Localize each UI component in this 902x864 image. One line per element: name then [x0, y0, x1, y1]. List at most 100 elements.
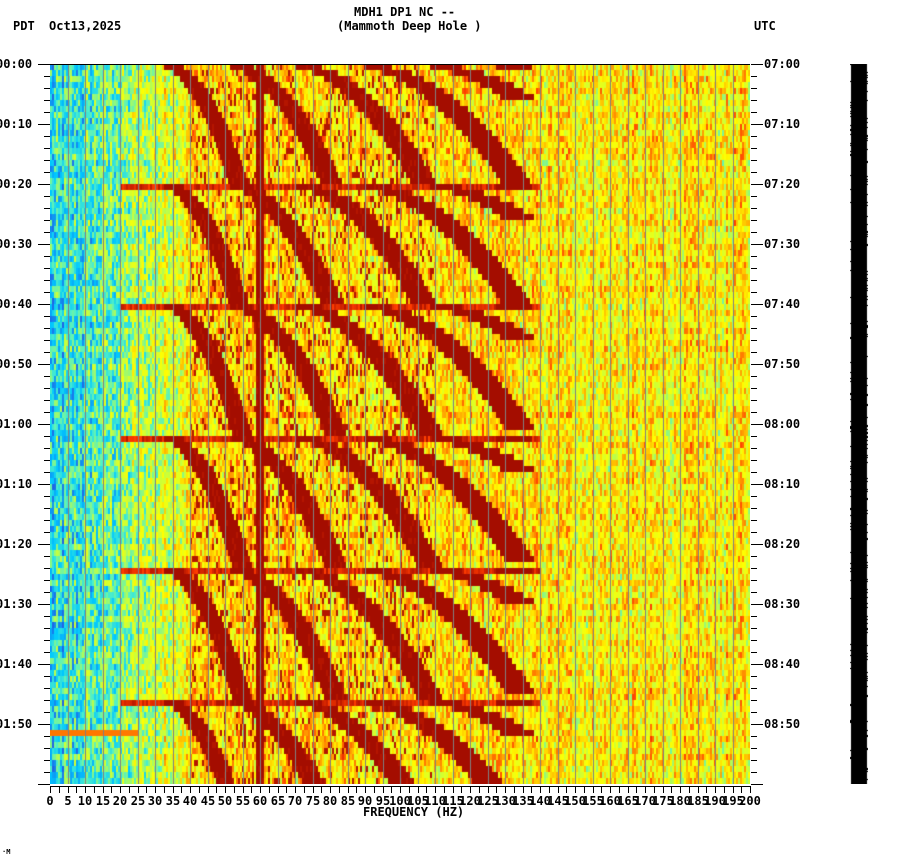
x-tick-label: 115 — [442, 794, 464, 808]
y-tick-left — [38, 424, 50, 425]
y-tick-right — [751, 508, 757, 509]
x-tick — [190, 786, 191, 793]
x-tick-label: 140 — [529, 794, 551, 808]
x-tick — [409, 786, 410, 793]
x-tick — [540, 786, 541, 793]
y-tick-right — [751, 616, 757, 617]
x-tick — [733, 786, 734, 793]
y-tick-right — [751, 112, 757, 113]
y-tick-right — [751, 484, 763, 485]
x-tick-label: 185 — [687, 794, 709, 808]
y-tick-right — [751, 292, 757, 293]
x-tick-label: 80 — [322, 794, 338, 808]
y-tick-right — [751, 244, 763, 245]
y-tick-left — [44, 148, 50, 149]
y-tick-left — [44, 328, 50, 329]
y-tick-right — [751, 424, 763, 425]
y-tick-label-right: 08:10 — [764, 477, 801, 491]
y-tick-left — [38, 364, 50, 365]
y-tick-left — [44, 352, 50, 353]
x-tick — [663, 786, 664, 793]
y-tick-right — [751, 160, 757, 161]
x-tick — [181, 786, 182, 793]
y-tick-right — [751, 712, 757, 713]
y-tick-left — [44, 316, 50, 317]
y-tick-left — [44, 112, 50, 113]
y-tick-right — [751, 760, 757, 761]
x-tick — [741, 786, 742, 793]
y-tick-left — [44, 748, 50, 749]
y-tick-right — [751, 340, 757, 341]
x-tick — [575, 786, 576, 793]
x-tick-label: 150 — [564, 794, 586, 808]
x-tick-label: 65 — [270, 794, 286, 808]
y-tick-right — [751, 688, 757, 689]
y-tick-right — [751, 652, 757, 653]
y-tick-right — [751, 664, 763, 665]
y-tick-left — [44, 556, 50, 557]
y-tick-right — [751, 700, 757, 701]
spectrogram-plot — [50, 64, 750, 784]
x-tick — [689, 786, 690, 793]
y-tick-label-right: 08:00 — [764, 417, 801, 431]
y-tick-label-left: 01:00 — [0, 417, 33, 431]
x-tick — [146, 786, 147, 793]
x-tick — [628, 786, 629, 793]
y-tick-right — [751, 172, 757, 173]
x-tick — [50, 786, 51, 793]
y-tick-left — [44, 652, 50, 653]
x-tick — [68, 786, 69, 793]
x-tick — [496, 786, 497, 793]
y-tick-left — [38, 664, 50, 665]
x-tick-label: 135 — [512, 794, 534, 808]
x-tick — [330, 786, 331, 793]
y-tick-right — [751, 376, 757, 377]
y-tick-left — [44, 388, 50, 389]
x-tick — [619, 786, 620, 793]
y-tick-right — [751, 184, 763, 185]
x-tick-label: 130 — [494, 794, 516, 808]
y-tick-right — [751, 64, 763, 65]
y-tick-label-left: 00:10 — [0, 117, 33, 131]
y-tick-label-left: 01:30 — [0, 597, 33, 611]
x-tick — [260, 786, 261, 793]
y-tick-left — [44, 400, 50, 401]
x-tick — [400, 786, 401, 793]
y-tick-right — [751, 208, 757, 209]
x-tick-label: 105 — [407, 794, 429, 808]
x-tick — [251, 786, 252, 793]
x-tick — [269, 786, 270, 793]
y-tick-left — [44, 136, 50, 137]
x-tick-label: 70 — [287, 794, 303, 808]
y-tick-left — [44, 340, 50, 341]
y-tick-right — [751, 784, 763, 785]
y-tick-left — [44, 292, 50, 293]
x-tick-label: 35 — [165, 794, 181, 808]
y-tick-right — [751, 280, 757, 281]
y-tick-label-right: 08:50 — [764, 717, 801, 731]
y-tick-right — [751, 196, 757, 197]
y-tick-right — [751, 316, 757, 317]
y-tick-label-left: 00:20 — [0, 177, 33, 191]
x-tick-label: 155 — [582, 794, 604, 808]
x-tick-label: 45 — [200, 794, 216, 808]
y-tick-left — [44, 280, 50, 281]
y-tick-left — [44, 568, 50, 569]
y-tick-left — [44, 256, 50, 257]
y-tick-left — [38, 64, 50, 65]
y-tick-left — [44, 628, 50, 629]
y-tick-left — [44, 268, 50, 269]
x-tick — [426, 786, 427, 793]
y-tick-right — [751, 352, 757, 353]
y-tick-left — [38, 544, 50, 545]
y-tick-label-right: 08:20 — [764, 537, 801, 551]
y-tick-left — [44, 460, 50, 461]
y-tick-left — [38, 304, 50, 305]
station-title: MDH1 DP1 NC -- — [354, 5, 456, 19]
y-tick-left — [44, 376, 50, 377]
y-tick-label-right: 07:00 — [764, 57, 801, 71]
x-tick-label: 50 — [217, 794, 233, 808]
x-tick — [461, 786, 462, 793]
y-tick-label-left: 01:20 — [0, 537, 33, 551]
y-tick-right — [751, 568, 757, 569]
